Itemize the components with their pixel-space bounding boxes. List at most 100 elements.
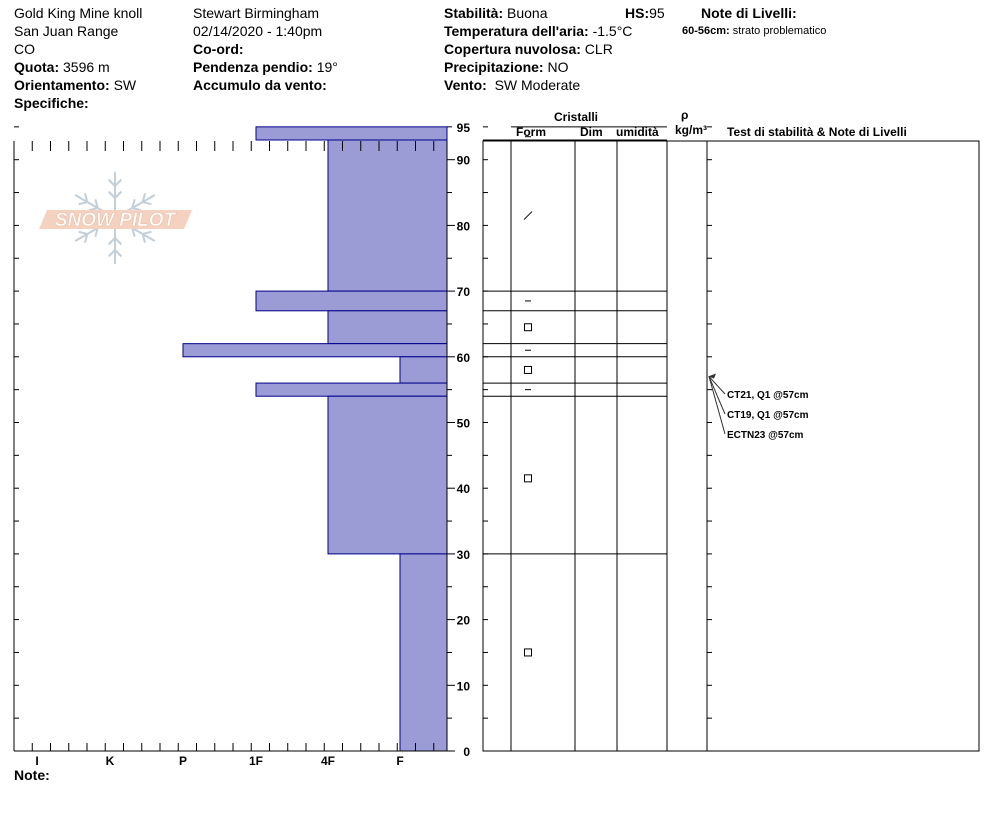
hardness-label-1F: 1F xyxy=(249,754,263,768)
depth-label-0: 0 xyxy=(463,745,470,759)
logo-text: SNOW PILOT xyxy=(55,210,177,231)
wind-loading-label: Accumulo da vento: xyxy=(193,77,327,93)
header-cristalli: Cristalli xyxy=(554,110,599,124)
stability-test-0: CT21, Q1 @57cm xyxy=(727,390,809,401)
hardness-bar-4 xyxy=(182,343,448,358)
depth-label-60: 60 xyxy=(457,351,471,365)
cloud-cover: Copertura nuvolosa: CLR xyxy=(444,40,613,58)
slope-label: Pendenza pendio: xyxy=(193,59,313,75)
hardness-bar-2 xyxy=(255,290,448,312)
grain-facet-8 xyxy=(524,648,532,657)
stability: Stabilità: Buona xyxy=(444,4,548,22)
flake-branch xyxy=(114,249,123,258)
table-frame xyxy=(482,140,980,752)
hardness-bar-7 xyxy=(327,395,448,555)
depth-label-40: 40 xyxy=(457,482,471,496)
flake-branch xyxy=(131,199,136,209)
elevation: Quota: 3596 m xyxy=(14,58,110,76)
depth-label-50: 50 xyxy=(457,417,471,431)
grain-facet-5 xyxy=(524,365,532,374)
hardness-label-F: F xyxy=(396,754,403,768)
notes-label: Note: xyxy=(14,767,50,783)
flake-branch xyxy=(78,230,88,235)
test-leader-0 xyxy=(708,376,726,395)
precip-label: Precipitazione: xyxy=(444,59,544,75)
test-arrowhead xyxy=(708,373,716,379)
wind: Vento: SW Moderate xyxy=(444,76,580,94)
hardness-bar-1 xyxy=(327,139,448,292)
depth-label-95: 95 xyxy=(457,121,471,135)
hardness-label-4F: 4F xyxy=(321,754,335,768)
grain-slash-1 xyxy=(523,211,533,220)
elevation-value: 3596 m xyxy=(63,59,110,75)
crystal-table xyxy=(482,126,980,752)
depth-label-20: 20 xyxy=(457,614,471,628)
range-name: San Juan Range xyxy=(14,23,119,39)
air-temperature: Temperatura dell'aria: -1.5°C xyxy=(444,22,632,40)
flake-branch xyxy=(107,249,116,258)
hardness-bar-8 xyxy=(399,553,448,752)
location-name: Gold King Mine knoll xyxy=(14,5,143,21)
wind-value: SW Moderate xyxy=(494,77,581,93)
aspect-label: Orientamento: xyxy=(14,77,110,93)
elevation-label: Quota: xyxy=(14,59,60,75)
test-leader-1 xyxy=(708,376,726,415)
snow-pilot-logo: SNOW PILOT xyxy=(39,172,192,264)
depth-axis: 0 10 20 30 40 50 60 70 80 90 95 xyxy=(447,121,470,759)
flake-branch xyxy=(114,178,123,187)
depth-label-70: 70 xyxy=(457,285,471,299)
flake-branch xyxy=(78,201,88,206)
cloud-label: Copertura nuvolosa: xyxy=(444,41,581,57)
precipitation: Precipitazione: NO xyxy=(444,58,568,76)
layer-note-text: strato problematico xyxy=(732,25,827,37)
depth-label-80: 80 xyxy=(457,219,471,233)
hardness-bar-0 xyxy=(255,126,448,141)
logo-banner xyxy=(39,210,192,229)
flake-branch xyxy=(142,230,152,235)
hs: HS:95 xyxy=(625,4,665,22)
wind-label: Vento: xyxy=(444,77,487,93)
hardness-label-I: I xyxy=(35,754,38,768)
flake-branch xyxy=(83,193,89,203)
slope-value: 19° xyxy=(316,59,338,75)
header-kgm3: kg/m³ xyxy=(675,123,708,137)
layer-notes-label: Note di Livelli: xyxy=(701,5,797,21)
flake-branch xyxy=(131,227,136,237)
aspect: Orientamento: SW xyxy=(14,76,136,94)
flake-branch xyxy=(114,190,123,199)
aspect-value: SW xyxy=(113,77,137,93)
header-form: Form xyxy=(516,125,546,139)
flake-branch xyxy=(107,237,116,246)
observer-name: Stewart Birmingham xyxy=(193,5,320,21)
hardness-bar-5 xyxy=(399,356,448,384)
hs-value: 95 xyxy=(649,5,665,21)
air-temp-label: Temperatura dell'aria: xyxy=(444,23,589,39)
flake-branch xyxy=(107,190,116,199)
flake-branch xyxy=(107,178,116,187)
coords-label: Co-ord: xyxy=(193,41,244,57)
stability-test-2: ECTN23 @57cm xyxy=(727,430,804,441)
test-leader-2 xyxy=(708,376,726,435)
flake-branch xyxy=(141,193,147,203)
flake-branch xyxy=(83,233,89,243)
layer-note-range: 60-56cm: xyxy=(682,25,730,37)
depth-label-10: 10 xyxy=(457,679,471,693)
cloud-value: CLR xyxy=(584,41,613,57)
header-umidita: umidità xyxy=(616,125,659,139)
hs-label: HS: xyxy=(625,5,650,21)
stability-label: Stabilità: xyxy=(444,5,504,21)
stability-tests: CT21, Q1 @57cm CT19, Q1 @57cm ECTN23 @57cm xyxy=(708,373,809,441)
depth-label-90: 90 xyxy=(457,154,471,168)
flake-branch xyxy=(141,233,147,243)
flake-branch xyxy=(142,201,152,206)
header-notes: Test di stabilità & Note di Livelli xyxy=(727,125,907,139)
hardness-bar-3 xyxy=(327,310,448,345)
hardness-bar-6 xyxy=(255,382,448,397)
specifics-label: Specifiche: xyxy=(14,95,89,111)
grain-facet-7 xyxy=(524,474,532,483)
flake-branch xyxy=(132,207,142,212)
hardness-bars xyxy=(182,126,448,752)
air-temp-value: -1.5°C xyxy=(592,23,633,39)
stability-test-1: CT19, Q1 @57cm xyxy=(727,410,809,421)
flake-branch xyxy=(94,227,99,237)
